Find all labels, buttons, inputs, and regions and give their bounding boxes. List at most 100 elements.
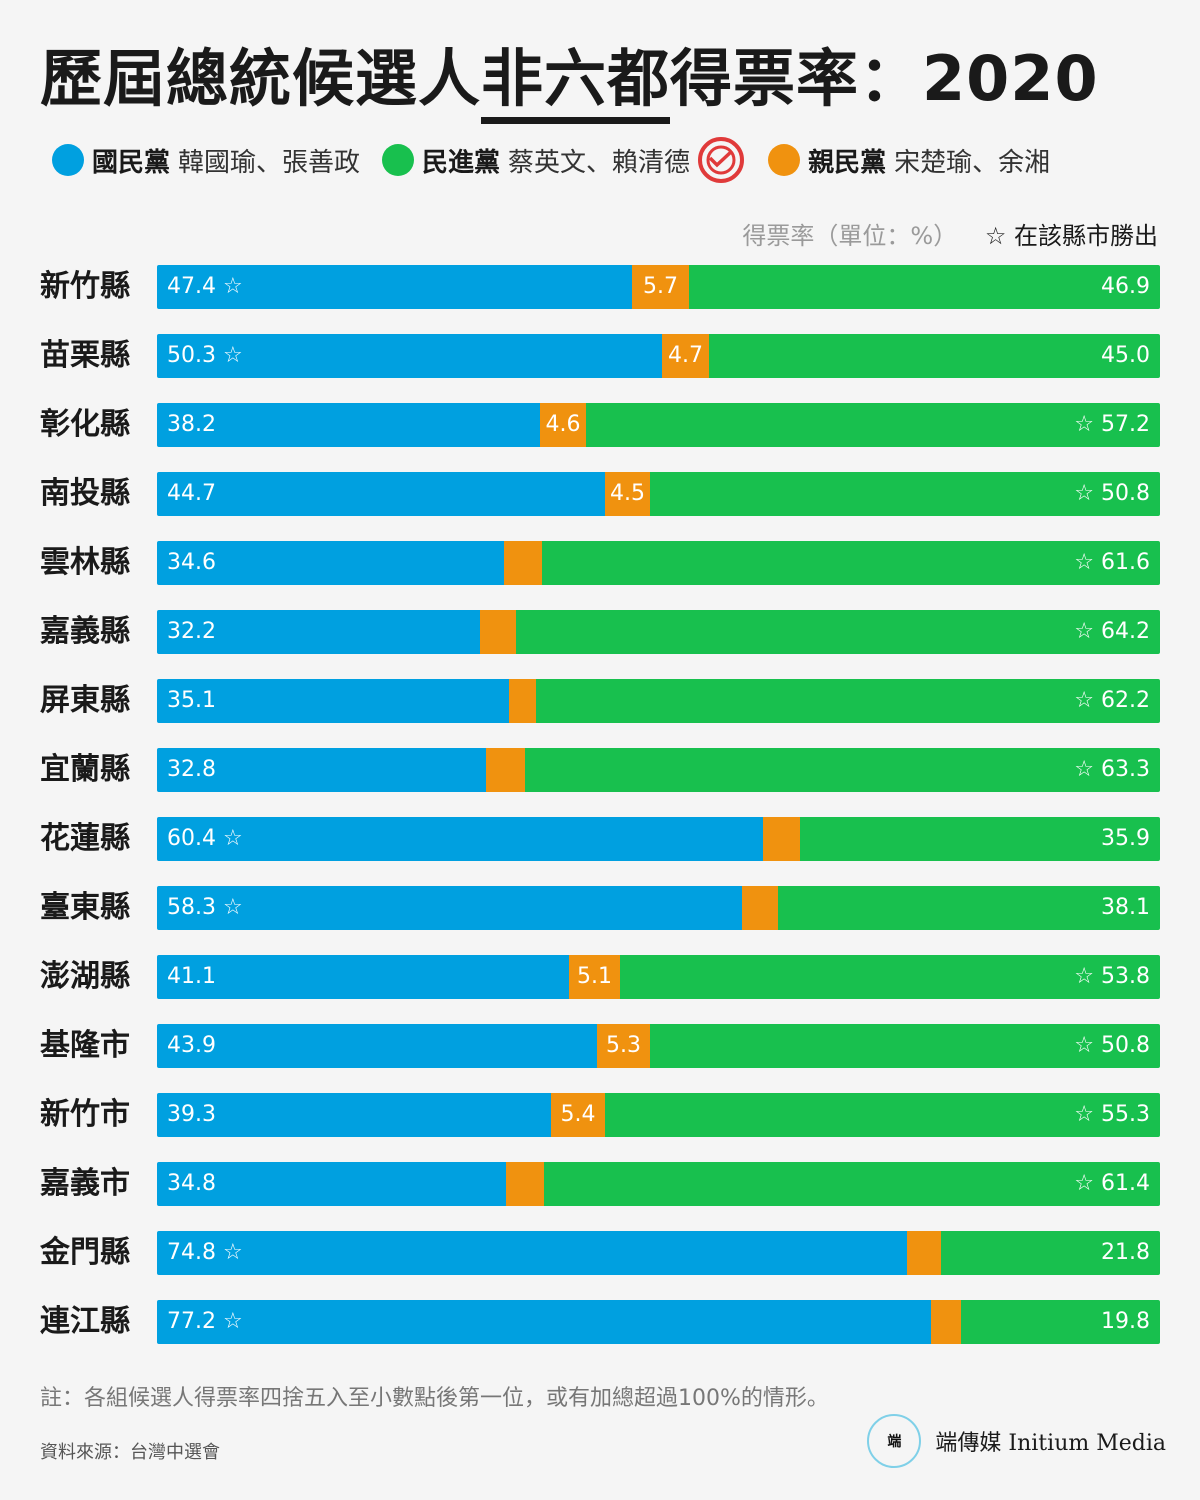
bar-pfp: 4.5 [605, 472, 650, 516]
bar-row: 嘉義市 34.8 ☆ 61.4 [0, 1162, 1200, 1231]
stacked-bar: 44.7 4.5 ☆ 50.8 [157, 472, 1160, 516]
bar-pfp [509, 679, 536, 723]
bar-kmt-label: 32.8 [167, 757, 216, 782]
row-label: 宜蘭縣 [40, 752, 130, 787]
row-label: 澎湖縣 [40, 959, 130, 994]
row-label: 彰化縣 [40, 407, 130, 442]
bar-kmt: 44.7 [157, 472, 605, 516]
bar-dpp-label: ☆ 63.3 [1074, 757, 1150, 782]
row-label: 花蓮縣 [40, 821, 130, 856]
bar-row: 南投縣 44.7 4.5 ☆ 50.8 [0, 472, 1200, 541]
bar-dpp: 21.8 [941, 1231, 1160, 1275]
bar-dpp-label: 45.0 [1101, 343, 1150, 368]
stacked-bar: 77.2 ☆ 19.8 [157, 1300, 1160, 1344]
bar-kmt-label: 38.2 [167, 412, 216, 437]
footnote: 註：各組候選人得票率四捨五入至小數點後第一位，或有加總超過100%的情形。 [40, 1386, 829, 1411]
stacked-bar: 38.2 4.6 ☆ 57.2 [157, 403, 1160, 447]
bar-dpp: ☆ 50.8 [650, 1024, 1160, 1068]
bar-kmt: 32.2 [157, 610, 480, 654]
bar-dpp-label: 21.8 [1101, 1240, 1150, 1265]
bar-dpp-label: ☆ 50.8 [1074, 1033, 1150, 1058]
chart-title: 歷屆總統候選人非六都得票率：2020 [40, 28, 1099, 124]
bar-pfp [763, 817, 800, 861]
bar-kmt-label: 77.2 ☆ [167, 1309, 243, 1334]
bar-kmt: 58.3 ☆ [157, 886, 742, 930]
legend-party: 民進黨 [422, 147, 501, 178]
row-label: 南投縣 [40, 476, 130, 511]
bar-kmt: 47.4 ☆ [157, 265, 632, 309]
stacked-bar: 34.8 ☆ 61.4 [157, 1162, 1160, 1206]
bar-dpp: 38.1 [778, 886, 1160, 930]
bar-row: 彰化縣 38.2 4.6 ☆ 57.2 [0, 403, 1200, 472]
title-suffix: 得票率：2020 [670, 42, 1099, 115]
row-label: 臺東縣 [40, 890, 130, 925]
bar-pfp [931, 1300, 961, 1344]
bar-dpp-label: ☆ 50.8 [1074, 481, 1150, 506]
bar-kmt: 32.8 [157, 748, 486, 792]
bar-kmt: 43.9 [157, 1024, 597, 1068]
brand-logo: 端 [867, 1414, 922, 1468]
chart-meta: 得票率（單位：%） ☆ 在該縣市勝出 [742, 216, 1158, 251]
brand-name: 端傳媒 Initium Media [935, 1431, 1166, 1456]
legend-candidates: 韓國瑜、張善政 [178, 147, 361, 178]
bar-pfp: 4.6 [540, 403, 586, 447]
bar-kmt: 34.6 [157, 541, 504, 585]
bar-kmt: 60.4 ☆ [157, 817, 763, 861]
bar-dpp-label: 38.1 [1101, 895, 1150, 920]
legend-item-dpp: 民進黨 蔡英文、賴清德 [382, 135, 746, 185]
title-prefix: 歷屆總統候選人 [40, 42, 482, 115]
row-label: 基隆市 [40, 1028, 130, 1063]
bar-row: 花蓮縣 60.4 ☆ 35.9 [0, 817, 1200, 886]
bar-kmt-label: 43.9 [167, 1033, 216, 1058]
bar-pfp-label: 5.3 [606, 1033, 641, 1058]
stacked-bar: 35.1 ☆ 62.2 [157, 679, 1160, 723]
brand: 端 端傳媒 Initium Media [867, 1414, 1166, 1468]
bar-pfp: 5.3 [597, 1024, 650, 1068]
bar-dpp: ☆ 63.3 [525, 748, 1160, 792]
row-label: 金門縣 [40, 1235, 130, 1270]
bar-dpp: ☆ 53.8 [620, 955, 1160, 999]
bar-pfp: 5.4 [551, 1093, 605, 1137]
source-note: 資料來源：台灣中選會 [40, 1442, 220, 1463]
bar-dpp-label: ☆ 57.2 [1074, 412, 1150, 437]
legend-dot-pfp [768, 144, 801, 176]
row-label: 苗栗縣 [40, 338, 130, 373]
bar-kmt-label: 32.2 [167, 619, 216, 644]
bar-pfp-label: 4.6 [545, 412, 581, 437]
bar-pfp: 5.7 [632, 265, 689, 309]
bar-dpp-label: ☆ 64.2 [1074, 619, 1150, 644]
bar-kmt: 39.3 [157, 1093, 551, 1137]
stacked-bar: 39.3 5.4 ☆ 55.3 [157, 1093, 1160, 1137]
bar-dpp: 19.8 [961, 1300, 1160, 1344]
unit-label: 得票率（單位：%） [742, 222, 958, 250]
bar-pfp-label: 4.5 [610, 481, 645, 506]
bar-kmt: 38.2 [157, 403, 540, 447]
bar-dpp: ☆ 62.2 [536, 679, 1160, 723]
bar-pfp-label: 5.7 [643, 274, 678, 299]
bar-pfp: 4.7 [662, 334, 709, 378]
bar-row: 澎湖縣 41.1 5.1 ☆ 53.8 [0, 955, 1200, 1024]
row-label: 嘉義縣 [40, 614, 130, 649]
bar-kmt: 35.1 [157, 679, 509, 723]
bar-pfp: 5.1 [569, 955, 620, 999]
stacked-bar: 58.3 ☆ 38.1 [157, 886, 1160, 930]
row-label: 雲林縣 [40, 545, 130, 580]
legend-dot-dpp [382, 144, 415, 176]
bar-dpp: ☆ 57.2 [586, 403, 1160, 447]
bar-kmt-label: 34.8 [167, 1171, 216, 1196]
bar-kmt: 50.3 ☆ [157, 334, 662, 378]
bar-dpp: 46.9 [689, 265, 1160, 309]
legend: 國民黨 韓國瑜、張善政 民進黨 蔡英文、賴清德 親民黨 宋楚瑜、余湘 [52, 137, 1072, 183]
bar-row: 苗栗縣 50.3 ☆ 4.7 45.0 [0, 334, 1200, 403]
bar-pfp [907, 1231, 941, 1275]
stacked-bar: 74.8 ☆ 21.8 [157, 1231, 1160, 1275]
stacked-bar: 50.3 ☆ 4.7 45.0 [157, 334, 1160, 378]
row-label: 屏東縣 [40, 683, 130, 718]
row-label: 新竹市 [40, 1097, 130, 1132]
bar-kmt: 41.1 [157, 955, 569, 999]
bar-kmt-label: 58.3 ☆ [167, 895, 243, 920]
legend-item-kmt: 國民黨 韓國瑜、張善政 [52, 142, 360, 179]
bar-pfp [504, 541, 542, 585]
bar-pfp [486, 748, 525, 792]
bar-dpp: ☆ 50.8 [650, 472, 1160, 516]
